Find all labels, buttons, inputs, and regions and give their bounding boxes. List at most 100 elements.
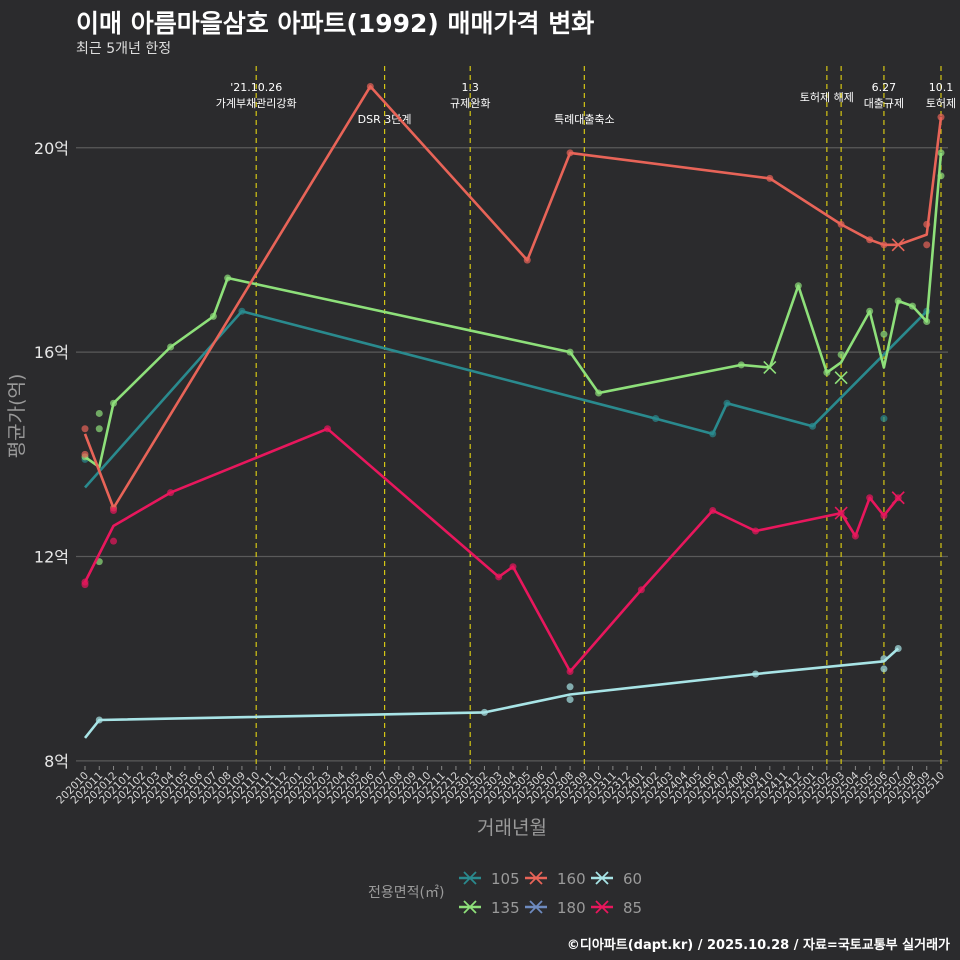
data-point — [766, 174, 774, 182]
legend-key-cross — [529, 871, 543, 885]
data-point — [224, 274, 232, 282]
data-point — [480, 708, 488, 716]
series-line-160 — [83, 85, 943, 510]
data-point — [723, 399, 731, 407]
legend-title: 전용면적(㎡) — [368, 885, 444, 901]
series-60 — [83, 644, 902, 739]
data-point — [937, 172, 945, 180]
legend-label: 60 — [623, 870, 642, 888]
data-point — [794, 282, 802, 290]
data-point — [509, 563, 517, 571]
data-point — [167, 343, 175, 351]
event-label: 1.3 — [461, 81, 479, 94]
legend-key-cross — [595, 871, 609, 885]
data-point — [366, 82, 374, 90]
series-line-135 — [84, 152, 943, 469]
y-axis-title: 평균가(억) — [6, 374, 28, 459]
data-point — [823, 369, 831, 377]
data-point — [894, 644, 902, 652]
legend-item-85: 85 — [591, 899, 642, 917]
data-point — [880, 655, 888, 663]
data-point — [81, 581, 89, 589]
data-point — [908, 302, 916, 310]
legend-item-180: 180 — [525, 899, 586, 917]
data-point — [880, 415, 888, 423]
event-label: '21.10.26 — [230, 81, 282, 94]
data-point — [110, 507, 118, 515]
data-point — [923, 317, 931, 325]
legend-key-cross — [463, 871, 477, 885]
event-label: 가계부채관리강화 — [216, 97, 297, 110]
chart-subtitle: 최근 5개년 한정 — [76, 41, 172, 57]
legend-label: 180 — [557, 899, 586, 917]
y-tick-label: 20억 — [34, 139, 69, 158]
data-point — [566, 696, 574, 704]
cross-marker — [891, 491, 905, 505]
data-point — [709, 507, 717, 515]
cross-marker — [763, 360, 777, 375]
data-point — [880, 512, 888, 520]
data-point — [809, 422, 817, 430]
data-point — [495, 573, 503, 581]
event-label: 특례대출축소 — [554, 113, 615, 126]
legend-key-cross — [529, 900, 543, 914]
data-point — [752, 527, 760, 535]
y-tick-label: 12억 — [34, 548, 69, 567]
data-point — [110, 537, 118, 545]
data-point — [110, 399, 118, 407]
data-point — [837, 351, 845, 359]
data-point — [595, 389, 603, 397]
data-point — [81, 425, 89, 433]
data-point — [923, 241, 931, 249]
series-135 — [81, 149, 945, 566]
legend-item-105: 105 — [459, 870, 520, 888]
data-point — [209, 312, 217, 320]
legend-key-cross — [595, 900, 609, 914]
event-label: 토허제 해제 — [800, 90, 854, 104]
data-point — [167, 489, 175, 497]
legend-label: 135 — [491, 899, 520, 917]
data-point — [652, 415, 660, 423]
legend-key-cross — [463, 900, 477, 914]
data-point — [937, 149, 945, 157]
event-label: 대출규제 — [864, 97, 904, 110]
series-line-60 — [83, 647, 900, 739]
data-point — [566, 683, 574, 691]
y-tick-label: 16억 — [34, 343, 69, 362]
data-point — [851, 532, 859, 540]
data-point — [637, 586, 645, 594]
data-point — [566, 348, 574, 356]
event-label: 규제완화 — [450, 97, 490, 110]
legend: 전용면적(㎡) 105 160 60 135 180 85 — [368, 870, 642, 917]
data-point — [324, 425, 332, 433]
cross-marker — [834, 371, 848, 385]
data-point — [837, 220, 845, 228]
data-point — [880, 330, 888, 338]
cross-marker — [834, 506, 848, 520]
x-axis-title: 거래년월 — [477, 817, 547, 839]
cross-marker — [891, 238, 905, 252]
data-point — [709, 430, 717, 438]
series-line-85 — [83, 427, 900, 673]
data-point — [880, 665, 888, 673]
data-point — [923, 220, 931, 228]
legend-label: 160 — [557, 870, 586, 888]
data-point — [752, 670, 760, 678]
series-160 — [81, 82, 945, 512]
data-point — [95, 409, 103, 417]
event-label: 토허제 — [926, 97, 956, 110]
chart-title: 이매 아름마을삼호 아파트(1992) 매매가격 변화 — [76, 9, 595, 38]
data-point — [866, 307, 874, 315]
data-point — [937, 113, 945, 121]
data-point — [566, 667, 574, 675]
event-label: 10.1 — [929, 81, 954, 94]
legend-label: 85 — [623, 899, 642, 917]
data-point — [880, 241, 888, 249]
legend-item-160: 160 — [525, 870, 586, 888]
data-point — [866, 494, 874, 502]
data-point — [866, 236, 874, 244]
event-label: 6.27 — [872, 81, 897, 94]
data-point — [566, 149, 574, 157]
series-105 — [81, 307, 931, 489]
